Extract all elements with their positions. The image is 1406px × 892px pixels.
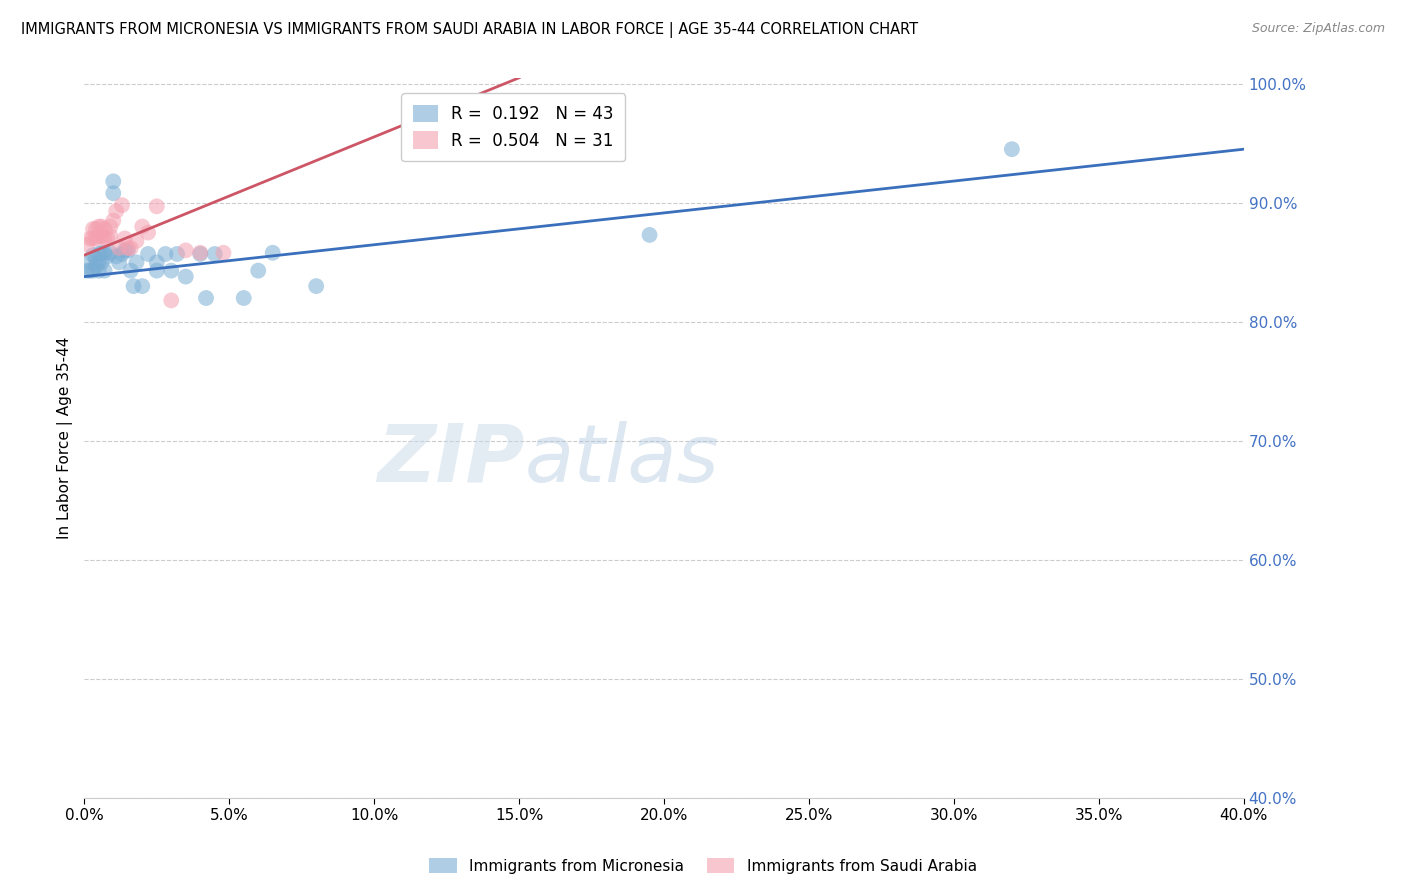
- Point: [174, 244, 197, 258]
- Text: atlas: atlas: [524, 420, 720, 499]
- Point: [155, 247, 177, 261]
- Point: [136, 226, 159, 240]
- Text: IMMIGRANTS FROM MICRONESIA VS IMMIGRANTS FROM SAUDI ARABIA IN LABOR FORCE | AGE : IMMIGRANTS FROM MICRONESIA VS IMMIGRANTS…: [21, 22, 918, 38]
- Point: [96, 231, 118, 245]
- Point: [145, 255, 167, 269]
- Point: [93, 231, 115, 245]
- Point: [136, 247, 159, 261]
- Point: [160, 293, 183, 308]
- Point: [90, 229, 112, 244]
- Point: [247, 263, 270, 277]
- Point: [82, 263, 104, 277]
- Point: [105, 249, 128, 263]
- Point: [638, 227, 661, 242]
- Point: [103, 213, 125, 227]
- Point: [103, 186, 125, 201]
- Point: [100, 229, 122, 244]
- Point: [195, 291, 218, 305]
- Point: [90, 219, 112, 234]
- Point: [84, 222, 107, 236]
- Point: [79, 255, 101, 269]
- Point: [82, 248, 104, 262]
- Point: [87, 263, 110, 277]
- Point: [87, 247, 110, 261]
- Point: [188, 247, 211, 261]
- Text: Source: ZipAtlas.com: Source: ZipAtlas.com: [1251, 22, 1385, 36]
- Point: [117, 241, 139, 255]
- Point: [100, 219, 122, 234]
- Point: [93, 222, 115, 236]
- Point: [84, 252, 107, 266]
- Point: [114, 244, 136, 258]
- Legend: Immigrants from Micronesia, Immigrants from Saudi Arabia: Immigrants from Micronesia, Immigrants f…: [423, 852, 983, 880]
- Point: [111, 198, 134, 212]
- Point: [262, 245, 284, 260]
- Point: [117, 244, 139, 258]
- Text: ZIP: ZIP: [378, 420, 524, 499]
- Point: [120, 263, 142, 277]
- Point: [204, 247, 226, 261]
- Point: [131, 219, 153, 234]
- Point: [114, 231, 136, 245]
- Point: [1001, 142, 1024, 156]
- Point: [103, 174, 125, 188]
- Point: [108, 255, 131, 269]
- Point: [122, 279, 145, 293]
- Point: [93, 263, 115, 277]
- Point: [87, 229, 110, 244]
- Point: [87, 255, 110, 269]
- Point: [108, 241, 131, 255]
- Point: [105, 204, 128, 219]
- Point: [125, 255, 148, 269]
- Y-axis label: In Labor Force | Age 35-44: In Labor Force | Age 35-44: [58, 336, 73, 539]
- Point: [111, 247, 134, 261]
- Point: [79, 263, 101, 277]
- Point: [100, 245, 122, 260]
- Point: [125, 234, 148, 248]
- Point: [120, 241, 142, 255]
- Point: [131, 279, 153, 293]
- Legend: R =  0.192   N = 43, R =  0.504   N = 31: R = 0.192 N = 43, R = 0.504 N = 31: [401, 94, 626, 161]
- Point: [79, 231, 101, 245]
- Point: [84, 259, 107, 273]
- Point: [305, 279, 328, 293]
- Point: [90, 245, 112, 260]
- Point: [87, 219, 110, 234]
- Point: [84, 231, 107, 245]
- Point: [96, 249, 118, 263]
- Point: [212, 245, 235, 260]
- Point: [420, 134, 443, 148]
- Point: [145, 263, 167, 277]
- Point: [145, 199, 167, 213]
- Point: [82, 231, 104, 245]
- Point: [76, 237, 98, 252]
- Point: [90, 255, 112, 269]
- Point: [174, 269, 197, 284]
- Point: [160, 263, 183, 277]
- Point: [232, 291, 254, 305]
- Point: [82, 222, 104, 236]
- Point: [76, 263, 98, 277]
- Point: [166, 247, 188, 261]
- Point: [188, 245, 211, 260]
- Point: [93, 245, 115, 260]
